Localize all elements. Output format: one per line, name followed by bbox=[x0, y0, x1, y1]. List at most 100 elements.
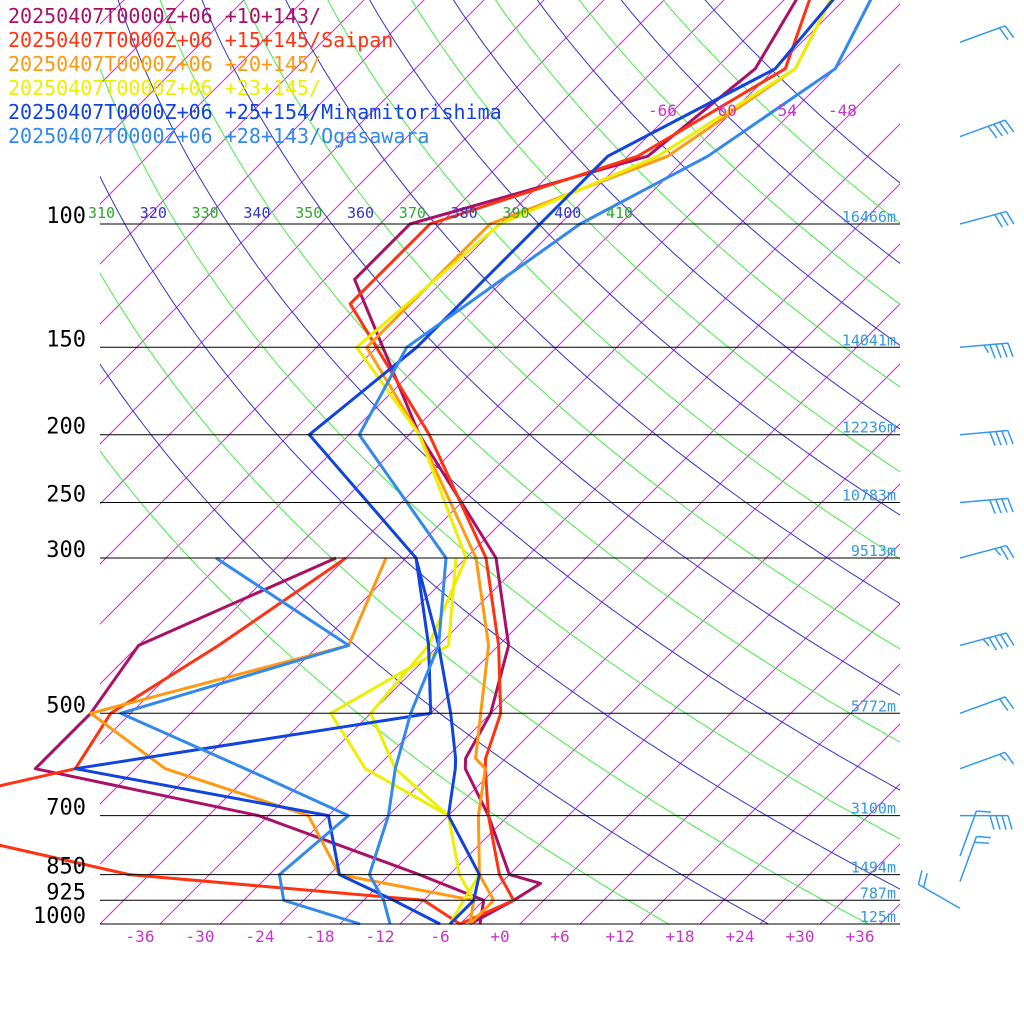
wind-barb-feather bbox=[1005, 632, 1015, 646]
pressure-label: 1000 bbox=[33, 904, 86, 929]
isotherm-top-label: -48 bbox=[828, 101, 857, 120]
wind-barb-feather bbox=[993, 123, 1003, 137]
theta-label: 380 bbox=[451, 204, 478, 222]
height-label: 787m bbox=[860, 884, 896, 902]
pressure-label: 250 bbox=[46, 483, 86, 508]
isotherm-line bbox=[940, 0, 1024, 924]
isotherm-line bbox=[399, 423, 900, 924]
wind-barb-feather bbox=[995, 431, 1002, 446]
dewpoint-profile-line bbox=[0, 556, 461, 926]
wind-barb-feather bbox=[994, 635, 1003, 649]
pressure-label: 700 bbox=[46, 796, 86, 821]
isotherm-line bbox=[100, 0, 545, 445]
dry-adiabat-line bbox=[620, 0, 900, 265]
x-tick-label: +18 bbox=[666, 927, 695, 946]
wind-barb-feather bbox=[976, 835, 991, 839]
wind-barb-feather bbox=[994, 214, 1003, 228]
wind-barb-staff bbox=[959, 544, 1007, 559]
isotherm-line bbox=[219, 243, 900, 924]
x-tick-label: -18 bbox=[306, 927, 335, 946]
wind-barb-feather bbox=[1004, 119, 1015, 133]
wind-barb-staff bbox=[959, 696, 1006, 714]
x-tick-label: -6 bbox=[430, 927, 449, 946]
wind-barb-staff bbox=[959, 810, 978, 857]
height-label: 14041m bbox=[842, 331, 896, 349]
pressure-label: 300 bbox=[46, 538, 86, 563]
dry-adiabat-line bbox=[117, 0, 900, 791]
wind-barb-feather bbox=[998, 27, 1009, 41]
wind-barb-feather bbox=[1005, 545, 1015, 559]
theta-label: 330 bbox=[192, 204, 219, 222]
wind-barb-staff bbox=[959, 751, 1006, 770]
isotherm-line bbox=[100, 0, 845, 745]
isotherm-line bbox=[339, 363, 900, 924]
wind-barb-staff bbox=[959, 497, 1008, 504]
isotherm-line bbox=[879, 903, 900, 924]
legend: 20250407T0000Z+06 +10+143/20250407T0000Z… bbox=[8, 4, 502, 148]
isotherm-line bbox=[579, 603, 900, 924]
legend-entry: 20250407T0000Z+06 +15+145/Saipan bbox=[8, 28, 394, 52]
wind-barb-feather bbox=[989, 344, 996, 359]
wind-barb bbox=[959, 210, 1015, 228]
pressure-label: 500 bbox=[46, 693, 86, 718]
plot-area bbox=[100, 0, 1024, 924]
wind-barb-feather bbox=[982, 638, 990, 647]
isotherm-top-label: -54 bbox=[768, 101, 797, 120]
theta-label: 320 bbox=[140, 204, 167, 222]
wind-barb bbox=[959, 835, 991, 882]
wind-barb-feather bbox=[1007, 498, 1014, 513]
wind-barb-feather bbox=[922, 873, 928, 888]
height-label: 1494m bbox=[851, 859, 896, 877]
wind-barb-feather bbox=[995, 343, 1002, 358]
wind-barb-feather bbox=[999, 212, 1009, 227]
temperature-profile-line bbox=[357, 0, 873, 925]
dry-adiabat-line bbox=[411, 0, 900, 473]
wind-barb-staff bbox=[959, 25, 1006, 43]
wind-barb-staff bbox=[918, 883, 961, 910]
wind-barb-feather bbox=[974, 841, 989, 844]
wind-barb bbox=[959, 632, 1015, 651]
legend-entry: 20250407T0000Z+06 +25+154/Minamitorishim… bbox=[8, 100, 502, 124]
wind-barb bbox=[917, 870, 961, 910]
isotherm-line bbox=[100, 0, 245, 145]
pressure-label: 925 bbox=[46, 880, 86, 905]
wind-barb-feather bbox=[1007, 430, 1014, 445]
isotherm-line bbox=[100, 0, 305, 205]
dry-adiabat-line bbox=[201, 0, 900, 696]
x-tick-label: +30 bbox=[786, 927, 815, 946]
wind-barb-feather bbox=[917, 870, 923, 885]
wind-barb-feather bbox=[999, 546, 1009, 560]
theta-label: 340 bbox=[243, 204, 270, 222]
wind-barb-feather bbox=[999, 634, 1009, 648]
wind-barb-staff bbox=[959, 119, 1006, 138]
wind-barb-feather bbox=[998, 698, 1009, 712]
dry-adiabat-line bbox=[578, 0, 900, 305]
x-tick-label: -36 bbox=[126, 927, 155, 946]
isotherm-line bbox=[100, 0, 365, 265]
dry-adiabat-line bbox=[100, 175, 900, 890]
dry-adiabat-line bbox=[662, 0, 900, 224]
dry-adiabat-line bbox=[159, 0, 900, 743]
x-tick-label: +12 bbox=[606, 927, 635, 946]
dry-adiabat-line bbox=[369, 0, 900, 516]
wind-barb-feather bbox=[1004, 751, 1015, 765]
wind-barb-feather bbox=[1005, 211, 1015, 225]
isotherm-line bbox=[639, 663, 900, 924]
wind-barb bbox=[959, 429, 1014, 446]
isotherm-line bbox=[819, 843, 900, 924]
wind-barb-feather bbox=[1001, 430, 1008, 445]
height-label: 12236m bbox=[842, 419, 896, 437]
legend-entry: 20250407T0000Z+06 +23+145/ bbox=[8, 76, 322, 100]
theta-label: 350 bbox=[295, 204, 322, 222]
pressure-label: 150 bbox=[46, 327, 86, 352]
theta-label: 310 bbox=[88, 204, 115, 222]
wind-barb-feather bbox=[1007, 815, 1013, 830]
dewpoint-profile-line bbox=[119, 556, 361, 926]
isotherm-line bbox=[100, 0, 665, 565]
pressure-label: 850 bbox=[46, 855, 86, 880]
x-tick-label: +36 bbox=[846, 927, 875, 946]
wind-barb bbox=[959, 342, 1014, 359]
height-label: 3100m bbox=[851, 800, 896, 818]
wind-barb-feather bbox=[1001, 498, 1008, 513]
